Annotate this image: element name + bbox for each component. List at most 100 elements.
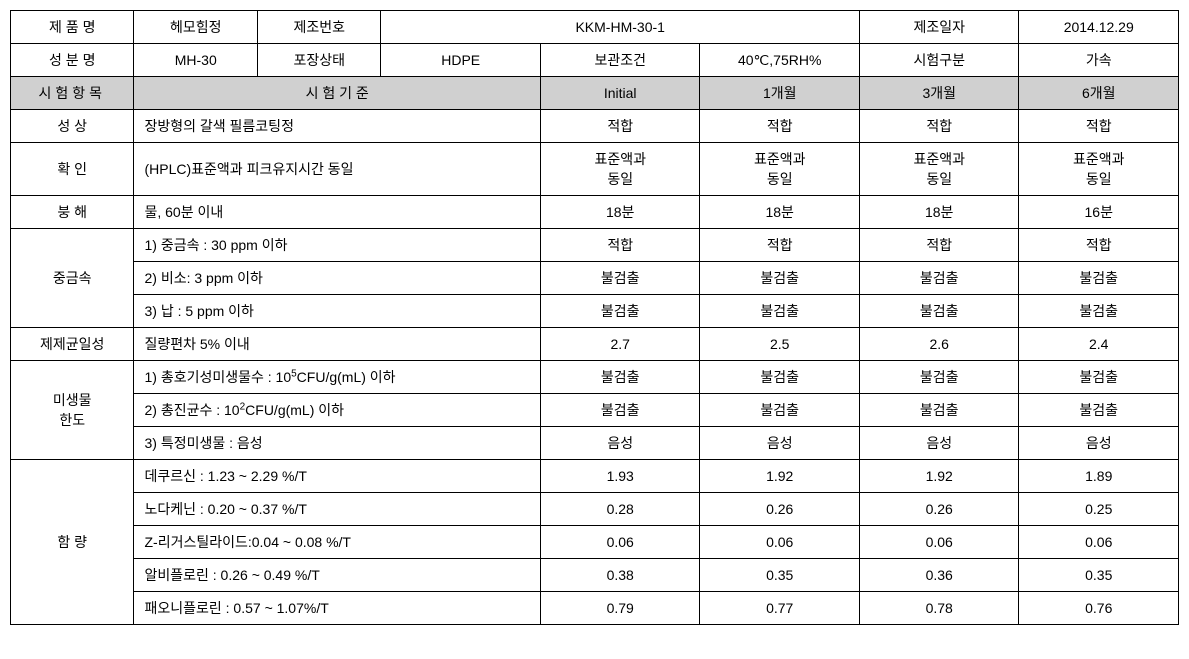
- cell-line2: 동일: [1027, 169, 1170, 189]
- cell-value: 불검출: [540, 262, 700, 295]
- cell-line1: 표준액과: [708, 149, 851, 169]
- ingredient-label: 성 분 명: [11, 44, 134, 77]
- col-m3: 3개월: [859, 77, 1019, 110]
- packaging: HDPE: [381, 44, 541, 77]
- mfg-date: 2014.12.29: [1019, 11, 1179, 44]
- cell-value: 0.06: [1019, 526, 1179, 559]
- disintegration-m1: 18분: [700, 196, 860, 229]
- identification-label: 확 인: [11, 143, 134, 196]
- text-post: CFU/g(mL) 이하: [297, 369, 396, 385]
- identification-m1: 표준액과 동일: [700, 143, 860, 196]
- product-name-label: 제 품 명: [11, 11, 134, 44]
- cell-value: 적합: [1019, 229, 1179, 262]
- cell-value: 적합: [540, 229, 700, 262]
- disintegration-criteria: 물, 60분 이내: [134, 196, 540, 229]
- content-label: 함 량: [11, 460, 134, 625]
- cell-value: 불검출: [700, 394, 860, 427]
- table-row: 2) 총진균수 : 102CFU/g(mL) 이하 불검출 불검출 불검출 불검…: [11, 394, 1179, 427]
- cell-value: 0.35: [1019, 559, 1179, 592]
- cell-value: 0.06: [540, 526, 700, 559]
- cell-value: 1.89: [1019, 460, 1179, 493]
- microbial-label: 미생물 한도: [11, 361, 134, 460]
- cell-line1: 표준액과: [868, 149, 1011, 169]
- col-initial: Initial: [540, 77, 700, 110]
- cell-value: 불검출: [540, 295, 700, 328]
- col-m6: 6개월: [1019, 77, 1179, 110]
- heavy-metal-c3: 3) 납 : 5 ppm 이하: [134, 295, 540, 328]
- heavy-metal-c2: 2) 비소: 3 ppm 이하: [134, 262, 540, 295]
- mfg-no: KKM-HM-30-1: [381, 11, 860, 44]
- cell-value: 0.77: [700, 592, 860, 625]
- cell-value: 적합: [859, 229, 1019, 262]
- cell-value: 2.5: [700, 328, 860, 361]
- cell-value: 0.36: [859, 559, 1019, 592]
- cell-value: 2.7: [540, 328, 700, 361]
- table-row: 3) 특정미생물 : 음성 음성 음성 음성 음성: [11, 427, 1179, 460]
- cell-value: 1.92: [700, 460, 860, 493]
- text-post: CFU/g(mL) 이하: [245, 402, 344, 418]
- cell-value: 불검출: [859, 262, 1019, 295]
- cell-value: 불검출: [1019, 295, 1179, 328]
- cell-value: 불검출: [1019, 262, 1179, 295]
- heavy-metal-label: 중금속: [11, 229, 134, 328]
- cell-line2: 동일: [708, 169, 851, 189]
- disintegration-initial: 18분: [540, 196, 700, 229]
- cell-value: 0.35: [700, 559, 860, 592]
- appearance-criteria: 장방형의 갈색 필름코팅정: [134, 110, 540, 143]
- identification-initial: 표준액과 동일: [540, 143, 700, 196]
- table-row: 노다케닌 : 0.20 ~ 0.37 %/T 0.28 0.26 0.26 0.…: [11, 493, 1179, 526]
- microbial-c2: 2) 총진균수 : 102CFU/g(mL) 이하: [134, 394, 540, 427]
- cell-value: 0.79: [540, 592, 700, 625]
- cell-value: 불검출: [700, 262, 860, 295]
- cell-value: 1.92: [859, 460, 1019, 493]
- table-row: 붕 해 물, 60분 이내 18분 18분 18분 16분: [11, 196, 1179, 229]
- appearance-label: 성 상: [11, 110, 134, 143]
- cell-value: 음성: [540, 427, 700, 460]
- content-c1: 데쿠르신 : 1.23 ~ 2.29 %/T: [134, 460, 540, 493]
- cell-value: 0.78: [859, 592, 1019, 625]
- col-m1: 1개월: [700, 77, 860, 110]
- table-header-row: 시험항목 시 험 기 준 Initial 1개월 3개월 6개월: [11, 77, 1179, 110]
- identification-m6: 표준액과 동일: [1019, 143, 1179, 196]
- microbial-c3: 3) 특정미생물 : 음성: [134, 427, 540, 460]
- table-row: 제제균일성 질량편차 5% 이내 2.7 2.5 2.6 2.4: [11, 328, 1179, 361]
- cell-value: 불검출: [540, 361, 700, 394]
- uniformity-criteria: 질량편차 5% 이내: [134, 328, 540, 361]
- content-c4: 알비플로린 : 0.26 ~ 0.49 %/T: [134, 559, 540, 592]
- table-row: 성 상 장방형의 갈색 필름코팅정 적합 적합 적합 적합: [11, 110, 1179, 143]
- cell-value: 불검출: [859, 295, 1019, 328]
- label-line1: 미생물: [19, 390, 125, 410]
- cell-value: 불검출: [1019, 394, 1179, 427]
- content-c2: 노다케닌 : 0.20 ~ 0.37 %/T: [134, 493, 540, 526]
- cell-line1: 표준액과: [1027, 149, 1170, 169]
- content-c5: 패오니플로린 : 0.57 ~ 1.07%/T: [134, 592, 540, 625]
- table-row: 패오니플로린 : 0.57 ~ 1.07%/T 0.79 0.77 0.78 0…: [11, 592, 1179, 625]
- disintegration-m6: 16분: [1019, 196, 1179, 229]
- cell-value: 불검출: [859, 394, 1019, 427]
- uniformity-label: 제제균일성: [11, 328, 134, 361]
- disintegration-m3: 18분: [859, 196, 1019, 229]
- disintegration-label: 붕 해: [11, 196, 134, 229]
- label-line2: 한도: [19, 410, 125, 430]
- cell-line2: 동일: [549, 169, 692, 189]
- cell-value: 2.4: [1019, 328, 1179, 361]
- cell-value: 0.38: [540, 559, 700, 592]
- content-c3: Z-리거스틸라이드:0.04 ~ 0.08 %/T: [134, 526, 540, 559]
- table-row: 성 분 명 MH-30 포장상태 HDPE 보관조건 40℃,75RH% 시험구…: [11, 44, 1179, 77]
- cell-value: 2.6: [859, 328, 1019, 361]
- storage-label: 보관조건: [540, 44, 700, 77]
- identification-criteria: (HPLC)표준액과 피크유지시간 동일: [134, 143, 540, 196]
- cell-value: 음성: [1019, 427, 1179, 460]
- table-row: 알비플로린 : 0.26 ~ 0.49 %/T 0.38 0.35 0.36 0…: [11, 559, 1179, 592]
- table-row: 함 량 데쿠르신 : 1.23 ~ 2.29 %/T 1.93 1.92 1.9…: [11, 460, 1179, 493]
- mfg-no-label: 제조번호: [257, 11, 380, 44]
- table-row: 중금속 1) 중금속 : 30 ppm 이하 적합 적합 적합 적합: [11, 229, 1179, 262]
- table-row: 2) 비소: 3 ppm 이하 불검출 불검출 불검출 불검출: [11, 262, 1179, 295]
- cell-value: 불검출: [700, 295, 860, 328]
- col-test-item: 시험항목: [11, 77, 134, 110]
- cell-line2: 동일: [868, 169, 1011, 189]
- packaging-label: 포장상태: [257, 44, 380, 77]
- cell-value: 불검출: [1019, 361, 1179, 394]
- cell-value: 불검출: [540, 394, 700, 427]
- cell-value: 적합: [700, 229, 860, 262]
